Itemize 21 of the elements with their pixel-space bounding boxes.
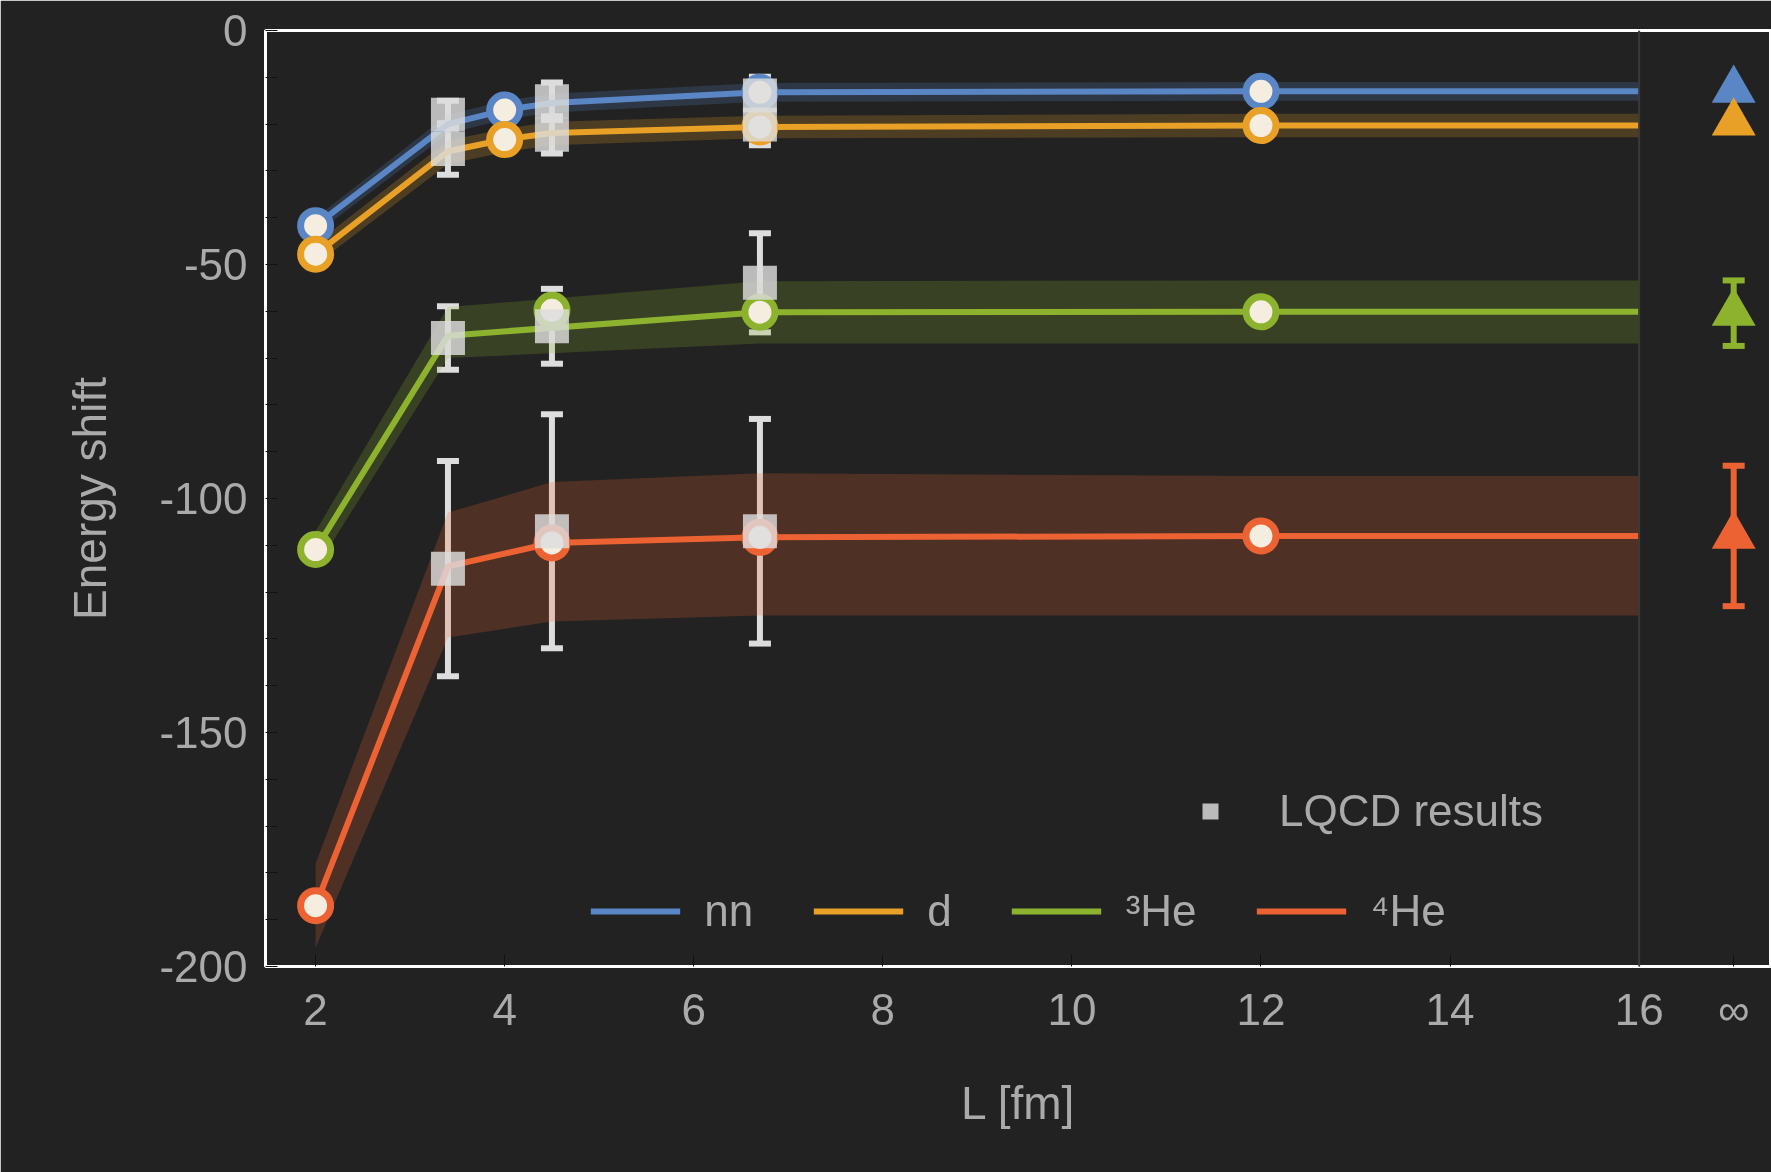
legend-label: ⁴He [1370,886,1446,936]
x-tick-label: 12 [1236,984,1286,1034]
x-tick-label: 16 [1614,984,1664,1034]
y-tick-label: -150 [159,708,248,757]
x-axis-title: L [fm] [960,1076,1075,1129]
y-tick-label: -50 [183,240,248,289]
x-tick-label: 6 [681,984,707,1034]
x-tick-label: 8 [870,984,896,1034]
legend-label: nn [704,886,754,936]
x-tick-label: 14 [1425,984,1475,1034]
y-tick-label: 0 [223,6,248,55]
x-tick-label: 2 [303,984,328,1034]
x-tick-label: ∞ [1718,984,1750,1034]
y-axis-title: Energy shift [64,376,117,620]
x-tick-label: 10 [1047,984,1097,1034]
legend-label: LQCD results [1279,786,1544,836]
x-tick-label: 4 [492,984,517,1034]
legend-label: ³He [1125,886,1197,936]
legend-label: d [927,886,952,936]
y-tick-label: -200 [159,942,248,991]
y-tick-label: -100 [159,474,248,523]
